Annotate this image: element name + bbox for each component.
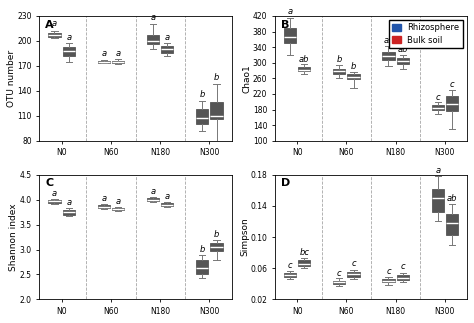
PathPatch shape bbox=[63, 210, 75, 214]
PathPatch shape bbox=[432, 105, 444, 110]
PathPatch shape bbox=[112, 61, 124, 63]
Text: a: a bbox=[435, 166, 440, 175]
PathPatch shape bbox=[196, 109, 209, 124]
PathPatch shape bbox=[446, 96, 458, 111]
Text: a: a bbox=[165, 192, 170, 201]
PathPatch shape bbox=[210, 243, 223, 251]
PathPatch shape bbox=[397, 275, 409, 280]
PathPatch shape bbox=[333, 68, 346, 74]
PathPatch shape bbox=[147, 35, 159, 44]
Text: a: a bbox=[66, 33, 72, 42]
Text: b: b bbox=[351, 62, 356, 71]
PathPatch shape bbox=[48, 200, 61, 203]
PathPatch shape bbox=[147, 198, 159, 201]
Text: bc: bc bbox=[299, 248, 309, 257]
PathPatch shape bbox=[432, 189, 444, 212]
PathPatch shape bbox=[347, 272, 360, 277]
Text: C: C bbox=[45, 178, 54, 188]
Text: a: a bbox=[116, 48, 120, 57]
PathPatch shape bbox=[161, 46, 173, 53]
Text: ab: ab bbox=[383, 36, 394, 45]
Y-axis label: Simpson: Simpson bbox=[240, 218, 249, 256]
Text: a: a bbox=[101, 49, 106, 58]
Text: a: a bbox=[101, 194, 106, 203]
PathPatch shape bbox=[397, 58, 409, 64]
PathPatch shape bbox=[112, 208, 124, 210]
Text: c: c bbox=[386, 267, 391, 276]
Text: a: a bbox=[52, 19, 57, 27]
Text: c: c bbox=[401, 262, 405, 271]
Text: A: A bbox=[45, 20, 54, 30]
Text: b: b bbox=[337, 55, 342, 64]
Y-axis label: Chao1: Chao1 bbox=[242, 64, 251, 93]
Y-axis label: Shannon index: Shannon index bbox=[9, 203, 18, 271]
Text: a: a bbox=[66, 198, 72, 207]
Text: c: c bbox=[337, 269, 342, 277]
Text: c: c bbox=[288, 261, 292, 270]
Text: a: a bbox=[287, 7, 292, 16]
Text: b: b bbox=[200, 245, 205, 254]
PathPatch shape bbox=[161, 203, 173, 206]
PathPatch shape bbox=[383, 52, 395, 60]
Text: D: D bbox=[281, 178, 290, 188]
Text: b: b bbox=[214, 230, 219, 239]
PathPatch shape bbox=[383, 279, 395, 282]
Text: B: B bbox=[281, 20, 289, 30]
PathPatch shape bbox=[333, 281, 346, 284]
PathPatch shape bbox=[298, 260, 310, 266]
PathPatch shape bbox=[98, 205, 110, 208]
Text: ab: ab bbox=[398, 45, 408, 54]
PathPatch shape bbox=[63, 47, 75, 56]
Legend: Rhizosphere, Bulk soil: Rhizosphere, Bulk soil bbox=[389, 20, 463, 48]
PathPatch shape bbox=[48, 33, 61, 37]
Text: a: a bbox=[165, 33, 170, 42]
Text: b: b bbox=[214, 73, 219, 82]
Text: ab: ab bbox=[447, 194, 457, 203]
Text: a: a bbox=[116, 197, 120, 206]
Text: a: a bbox=[150, 187, 155, 196]
Text: a: a bbox=[150, 13, 155, 22]
PathPatch shape bbox=[98, 61, 110, 63]
Text: c: c bbox=[450, 80, 455, 89]
PathPatch shape bbox=[210, 102, 223, 119]
PathPatch shape bbox=[284, 273, 296, 277]
PathPatch shape bbox=[196, 260, 209, 275]
PathPatch shape bbox=[298, 67, 310, 71]
PathPatch shape bbox=[284, 28, 296, 43]
Text: c: c bbox=[351, 259, 356, 268]
Text: b: b bbox=[200, 90, 205, 99]
Text: ab: ab bbox=[299, 55, 310, 64]
Text: a: a bbox=[52, 189, 57, 198]
Y-axis label: OTU number: OTU number bbox=[7, 50, 16, 107]
PathPatch shape bbox=[347, 74, 360, 79]
PathPatch shape bbox=[446, 214, 458, 235]
Text: c: c bbox=[436, 93, 440, 102]
